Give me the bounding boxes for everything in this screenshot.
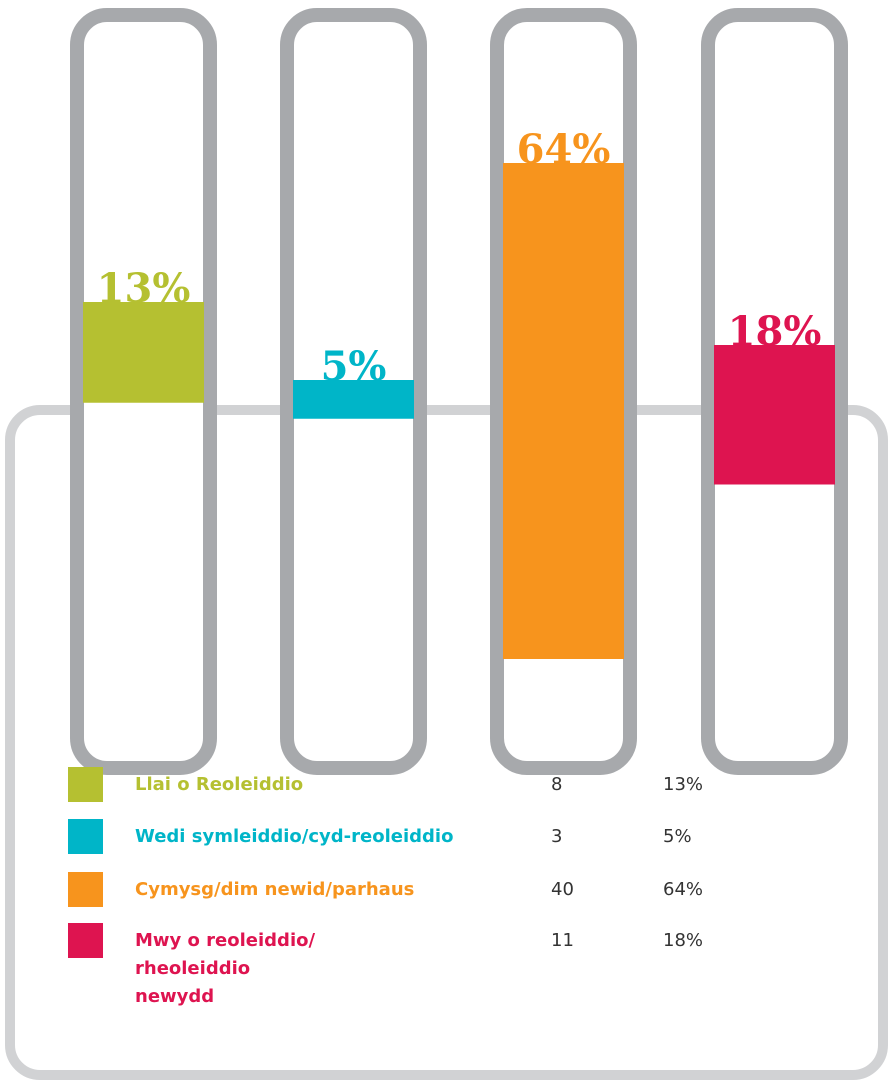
legend-swatch: [68, 819, 103, 854]
legend-label: Mwy o reoleiddio/ rheoleiddio newydd: [135, 930, 316, 1007]
count: 11: [551, 930, 574, 951]
bar: [83, 302, 204, 403]
legend-row: Llai o Reoleiddio 8 13%: [68, 767, 868, 817]
legend-row: Mwy o reoleiddio/ rheoleiddio newydd 11 18…: [68, 923, 868, 1007]
legend-swatch: [68, 767, 103, 802]
legend-swatch: [68, 923, 103, 958]
count: 8: [551, 774, 563, 795]
bar: [714, 345, 835, 485]
bar: [293, 380, 414, 419]
percent: 64%: [663, 879, 704, 900]
count: 40: [551, 879, 574, 900]
percent: 13%: [663, 774, 704, 795]
legend-row: Cymysg/dim newid/parhaus 40 64%: [68, 872, 868, 922]
value-label: 13%: [97, 265, 191, 312]
percent: 18%: [663, 930, 704, 951]
legend-row: Wedi symleiddio/cyd-reoleiddio 3 5%: [68, 819, 868, 869]
legend-label: Llai o Reoleiddio: [135, 774, 304, 795]
percent: 5%: [663, 826, 692, 847]
legend-frame: [5, 405, 888, 1080]
count: 3: [551, 826, 563, 847]
legend-label: Cymysg/dim newid/parhaus: [135, 879, 415, 900]
value-label: 64%: [517, 126, 611, 173]
bar: [503, 163, 624, 659]
value-label: 18%: [728, 308, 822, 355]
legend-label: Wedi symleiddio/cyd-reoleiddio: [135, 826, 454, 847]
value-label: 5%: [321, 343, 387, 390]
legend-swatch: [68, 872, 103, 907]
